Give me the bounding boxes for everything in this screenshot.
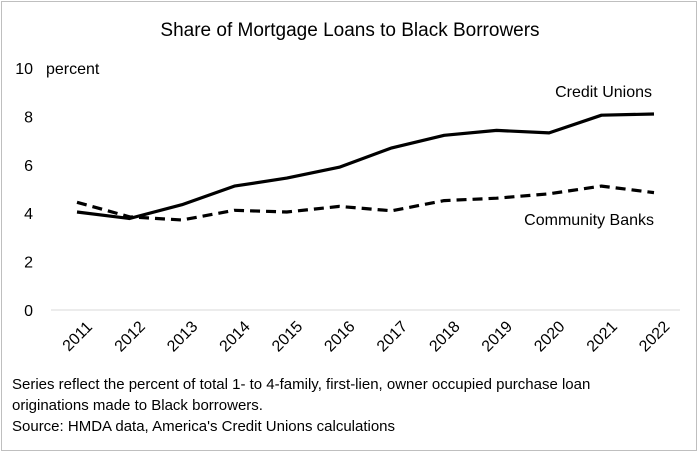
x-tick-label: 2014 <box>217 318 254 355</box>
x-tick-label: 2020 <box>531 318 568 355</box>
series-line-credit-unions <box>76 112 655 221</box>
x-tick-label: 2017 <box>374 318 411 355</box>
series-label-credit-unions: Credit Unions <box>555 84 652 101</box>
y-tick-label: 2 <box>24 255 33 272</box>
x-tick-label: 2013 <box>164 318 201 355</box>
series-label-community-banks: Community Banks <box>524 212 654 229</box>
x-tick-label: 2018 <box>426 318 463 355</box>
y-tick-label: 10 <box>15 61 33 78</box>
y-tick-label: 6 <box>24 158 33 175</box>
series-line-community-banks <box>76 184 655 222</box>
note-line-2: originations made to Black borrowers. <box>12 397 263 414</box>
x-tick-label: 2019 <box>479 318 516 355</box>
y-tick-label: 4 <box>24 206 33 223</box>
x-tick-label: 2016 <box>321 318 358 355</box>
chart-notes: Series reflect the percent of total 1- t… <box>12 374 692 437</box>
x-tick-label: 2015 <box>269 318 306 355</box>
y-axis-unit-label: percent <box>46 61 100 78</box>
x-tick-label: 2011 <box>60 319 96 355</box>
y-tick-label: 0 <box>24 303 33 320</box>
y-axis-ticks: 0 2 4 6 8 10 <box>15 61 33 320</box>
x-tick-label: 2022 <box>636 318 673 355</box>
chart-title: Share of Mortgage Loans to Black Borrowe… <box>160 20 539 41</box>
x-tick-label: 2021 <box>584 318 621 355</box>
x-axis-ticks: 2011 2012 2013 2014 2015 2016 2017 2018 2019 2020… <box>60 318 674 355</box>
note-line-1: Series reflect the percent of total 1- t… <box>12 376 591 393</box>
note-line-3: Source: HMDA data, America's Credit Unio… <box>12 418 396 435</box>
y-tick-label: 8 <box>24 109 33 126</box>
x-tick-label: 2012 <box>112 318 149 355</box>
series-lines <box>76 112 655 222</box>
